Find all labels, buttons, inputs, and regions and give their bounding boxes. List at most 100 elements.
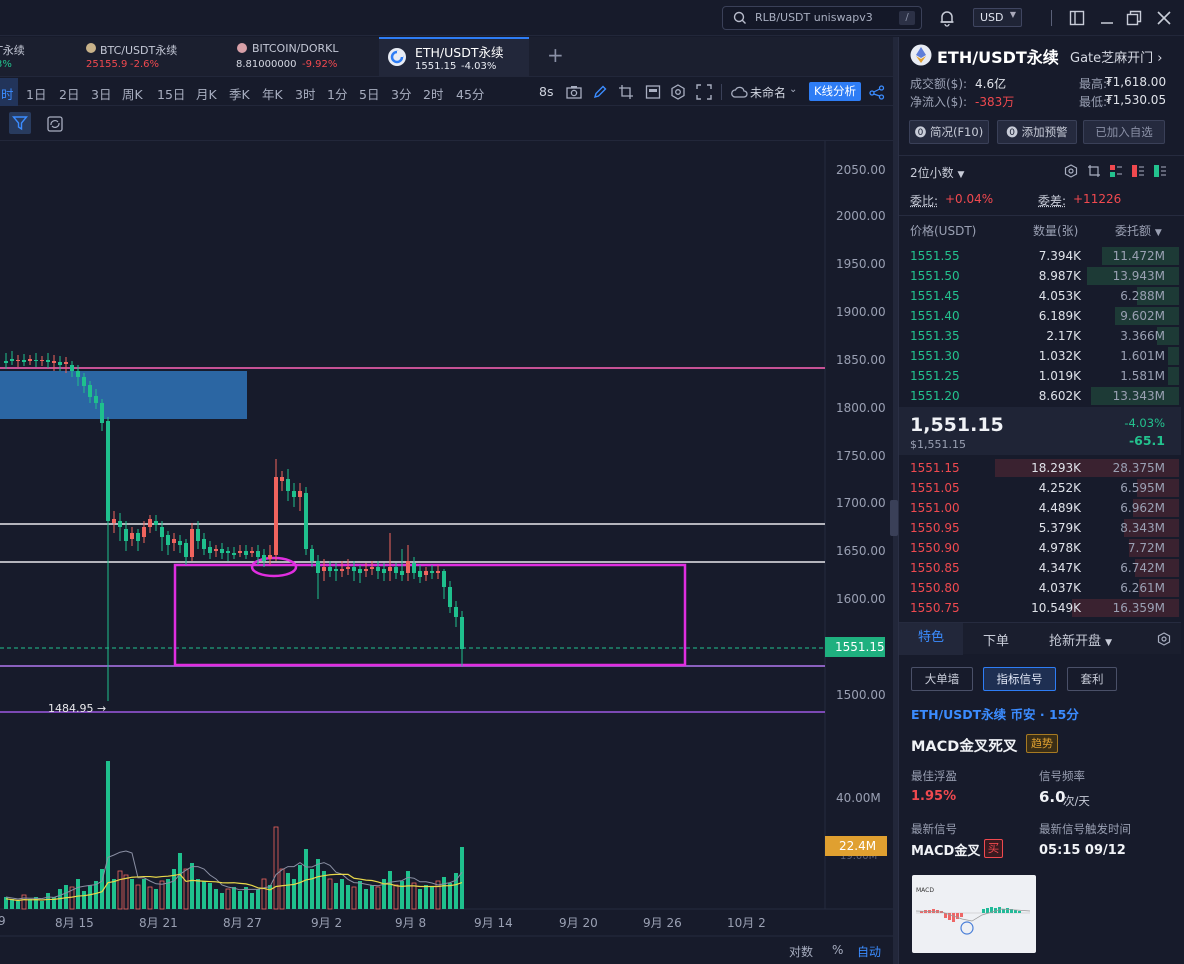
orderbook-bids-icon[interactable] [1153, 164, 1167, 178]
panel-collapse-handle[interactable] [890, 500, 898, 536]
tab-btc[interactable]: BTC/USDT永续 25155.9 -2.6% [84, 37, 224, 77]
currency-select[interactable]: USD ▼ [973, 8, 1022, 27]
timeframe-item[interactable]: 季K [229, 87, 250, 102]
bell-icon[interactable] [938, 9, 956, 27]
fullscreen-icon[interactable] [696, 84, 712, 100]
refresh-interval[interactable]: 8s [539, 84, 554, 99]
timeframe-item[interactable]: 1分 [327, 87, 348, 102]
low-price-marker: 1484.95 → [48, 702, 107, 715]
camera-icon[interactable] [566, 85, 582, 99]
timeframe-item[interactable]: 1日 [26, 87, 47, 102]
template-icon[interactable] [645, 84, 661, 100]
search-input[interactable]: RLB/USDT uniswapv3 / [722, 6, 922, 30]
volume-bar [28, 899, 32, 909]
search-placeholder: RLB/USDT uniswapv3 [755, 11, 873, 24]
volume-bar [268, 885, 272, 909]
add-alert-button[interactable]: ⓿ 添加预警 [997, 120, 1077, 144]
volume-bar [448, 883, 452, 909]
orderbook-row[interactable]: 1550.80 4.037K 6.261M [899, 578, 1179, 598]
timeframe-item[interactable]: 45分 [456, 87, 485, 102]
percent-scale-toggle[interactable]: % [832, 943, 844, 957]
crop-icon[interactable] [618, 84, 634, 100]
crop-icon[interactable] [1087, 164, 1101, 178]
orderbook-row[interactable]: 1551.05 4.252K 6.595M [899, 478, 1179, 498]
mid-price: 1,551.15 [910, 414, 1004, 436]
tab-bitcoin[interactable]: BITCOIN/DORKL 8.81000000 -9.92% [234, 37, 374, 77]
timeframe-item[interactable]: 2时 [423, 87, 444, 102]
overview-button[interactable]: ⓿ 简况(F10) [909, 120, 989, 144]
layout-name[interactable]: 未命名 [750, 86, 787, 100]
consolidation-box [173, 563, 687, 667]
timeframe-item[interactable]: 时 [1, 87, 14, 102]
decimals-select[interactable]: 2位小数 ▼ [910, 164, 964, 181]
kline-chart[interactable]: 2050.00 2000.00 1950.00 1900.00 1850.00 … [0, 141, 893, 964]
orderbook-row[interactable]: 1550.95 5.379K 8.343M [899, 518, 1179, 538]
timeframe-item[interactable]: 年K [262, 87, 283, 102]
settings-icon[interactable] [1064, 164, 1078, 178]
orderbook-row[interactable]: 1551.45 4.053K 6.288M [899, 286, 1179, 306]
chip-arbitrage[interactable]: 套利 [1067, 667, 1117, 691]
orderbook-row[interactable]: 1550.90 4.978K 7.72M [899, 538, 1179, 558]
auto-scale-toggle[interactable]: 自动 [857, 945, 882, 959]
timeframe-item[interactable]: 15日 [157, 87, 186, 102]
timeframe-item[interactable]: 3时 [295, 87, 316, 102]
orderbook-row[interactable]: 1551.15 18.293K 28.375M [899, 458, 1179, 478]
timeframe-item[interactable]: 5日 [359, 87, 380, 102]
orderbook-row[interactable]: 1551.55 7.394K 11.472M [899, 246, 1179, 266]
tab-order[interactable]: 下单 [983, 634, 1010, 649]
filter-button[interactable] [9, 112, 31, 134]
volume-bar [106, 761, 110, 909]
orderbook-row[interactable]: 1551.40 6.189K 9.602M [899, 306, 1179, 326]
divider [899, 155, 1184, 156]
timeframe-item[interactable]: 周K [122, 87, 143, 102]
orderbook-asks-icon[interactable] [1131, 164, 1145, 178]
kline-analysis-button[interactable]: K线分析 [809, 82, 861, 101]
minimize-icon[interactable] [1100, 10, 1114, 26]
share-icon[interactable] [869, 85, 885, 100]
tab-eth[interactable]: ETH/USDT永续 1551.15 -4.03% [379, 37, 529, 77]
close-icon[interactable] [1156, 10, 1172, 26]
tab-new-listings[interactable]: 抢新开盘 ▼ [1049, 630, 1112, 649]
x-label: 9月 8 [395, 916, 427, 930]
tab-partial[interactable]: T永续 3% [0, 37, 72, 77]
candle-body [118, 521, 122, 527]
orderbook-row[interactable]: 1551.35 2.17K 3.366M [899, 326, 1179, 346]
orderbook-row[interactable]: 1551.30 1.032K 1.601M [899, 346, 1179, 366]
timeframe-item[interactable]: 月K [196, 87, 217, 102]
orderbook-row[interactable]: 1551.50 8.987K 13.943M [899, 266, 1179, 286]
restore-icon[interactable] [1126, 10, 1142, 26]
log-scale-toggle[interactable]: 对数 [789, 945, 814, 959]
orderbook-header-amount[interactable]: 委托额 ▼ [1115, 222, 1162, 239]
panel-exchange[interactable]: Gate芝麻开门 › [1070, 51, 1163, 66]
timeframe-item[interactable]: 3日 [91, 87, 112, 102]
candle-body [178, 541, 182, 545]
settings-icon[interactable] [670, 84, 686, 100]
tab-features[interactable]: 特色 [899, 623, 963, 655]
chart-canvas[interactable] [0, 141, 893, 964]
chip-big-orders[interactable]: 大单墙 [911, 667, 973, 691]
signal-title[interactable]: ETH/USDT永续 币安 · 15分 [911, 707, 1079, 722]
orderbook-row[interactable]: 1551.25 1.019K 1.581M [899, 366, 1179, 386]
sync-icon[interactable] [46, 115, 64, 133]
chip-indicator-signals[interactable]: 指标信号 [983, 667, 1056, 691]
signal-thumbnail[interactable]: MACD [912, 875, 1036, 953]
depth-bar [1115, 307, 1179, 325]
volume-bar [117, 870, 123, 910]
volume-bar [4, 897, 8, 909]
candle-body [28, 359, 32, 361]
orderbook-row[interactable]: 1550.85 4.347K 6.742M [899, 558, 1179, 578]
timeframe-item[interactable]: 2日 [59, 87, 80, 102]
orderbook-both-icon[interactable] [1109, 164, 1123, 178]
candle-body [130, 533, 134, 539]
orderbook-row[interactable]: 1551.20 8.602K 13.343M [899, 386, 1179, 406]
pen-icon[interactable] [592, 84, 608, 100]
timeframe-item[interactable]: 3分 [391, 87, 412, 102]
orderbook-row[interactable]: 1550.75 10.549K 16.359M [899, 598, 1179, 618]
settings-icon[interactable] [1157, 632, 1171, 646]
cloud-icon[interactable] [730, 85, 748, 99]
watchlist-button[interactable]: 已加入自选 [1083, 120, 1165, 144]
chevron-down-icon[interactable]: ⌄ [789, 84, 798, 95]
sidebar-toggle-icon[interactable] [1069, 10, 1085, 26]
add-tab-button[interactable]: + [547, 43, 564, 67]
orderbook-row[interactable]: 1551.00 4.489K 6.962M [899, 498, 1179, 518]
